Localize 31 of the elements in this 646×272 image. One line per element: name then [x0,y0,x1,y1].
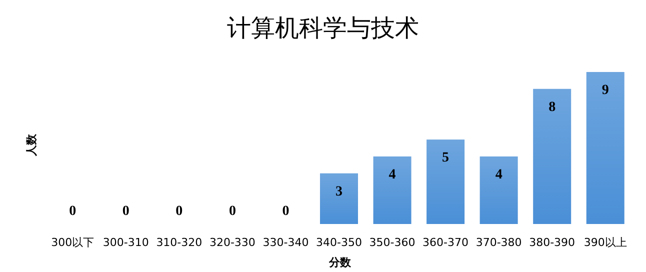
x-tick-label: 300以下 [51,236,94,249]
x-tick-label: 300-310 [102,236,149,249]
x-tick-label: 330-340 [262,236,309,249]
bar [426,140,465,224]
data-label: 3 [336,184,342,200]
x-tick-label: 320-330 [209,236,256,249]
bar [320,173,358,224]
x-tick-label: 380-390 [529,236,576,249]
x-tick-label: 340-350 [316,236,362,249]
data-label: 0 [228,204,236,219]
chart-title: 计算机科学与技术 [227,14,419,42]
x-tick-label: 390以上 [584,236,627,249]
x-tick-label: 370-380 [476,236,522,249]
data-label: 0 [122,204,130,219]
data-label: 5 [442,150,450,166]
bar [480,156,518,224]
data-label: 4 [495,167,502,182]
x-tick-label: 310-320 [156,236,202,249]
data-label: 0 [282,204,290,219]
y-axis-title: 人数 [25,133,38,157]
bar [533,88,572,224]
bar [586,72,624,224]
data-label: 9 [602,83,609,98]
data-label: 0 [176,204,183,219]
data-label: 4 [388,167,396,182]
data-label: 8 [548,100,556,115]
bar [373,156,412,224]
x-axis-title: 分数 [328,256,352,269]
data-label: 0 [69,204,76,219]
x-tick-label: 360-370 [422,236,469,249]
x-tick-label: 350-360 [369,236,416,249]
